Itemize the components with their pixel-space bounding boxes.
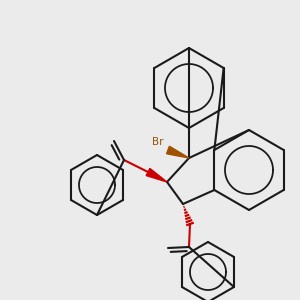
Text: Br: Br (152, 137, 163, 147)
Polygon shape (146, 169, 167, 182)
Polygon shape (167, 146, 189, 158)
